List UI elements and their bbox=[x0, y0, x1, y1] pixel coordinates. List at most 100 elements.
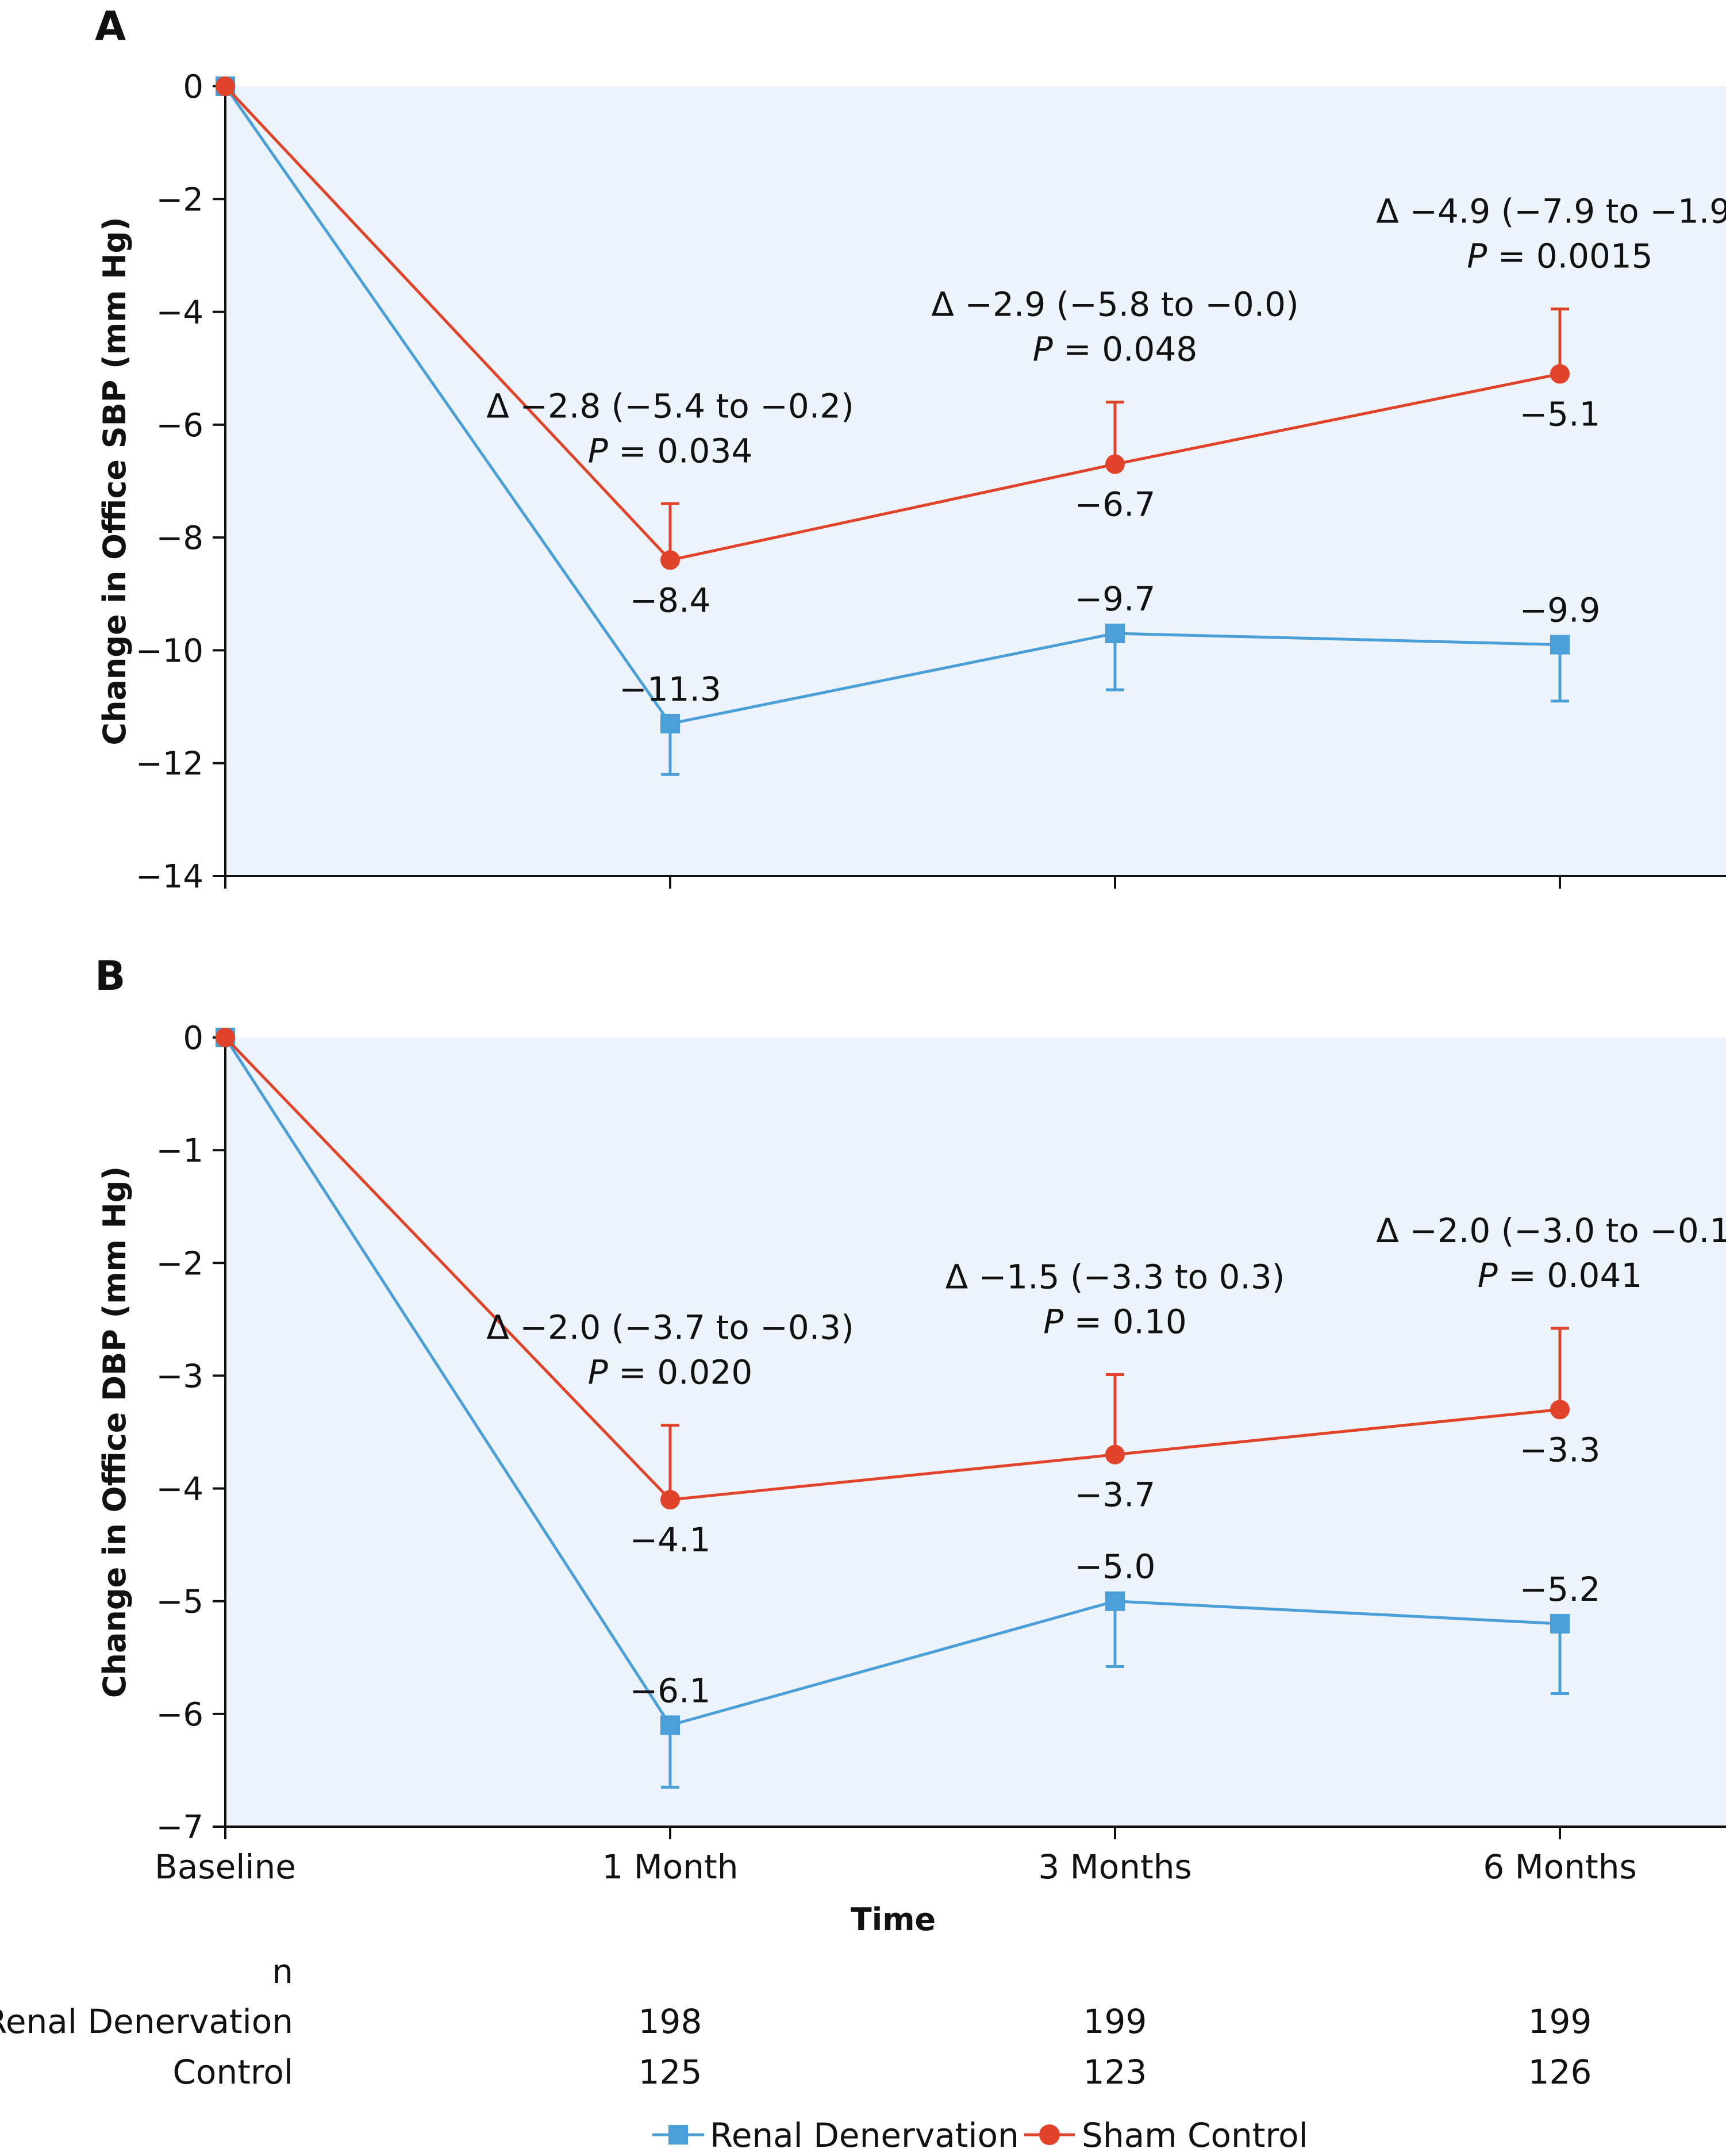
y-tick-label: −10 bbox=[136, 632, 203, 670]
data-point-circle bbox=[1105, 454, 1125, 474]
y-tick-label: −12 bbox=[136, 745, 203, 783]
series-sham-control: −4.1 −3.7 −3.3 bbox=[216, 1028, 1600, 1559]
n-table-header: n bbox=[272, 1952, 293, 1991]
series-line bbox=[224, 85, 1560, 725]
y-axis-title: Change in Office SBP (mm Hg) bbox=[97, 217, 133, 745]
data-label: −9.7 bbox=[1075, 579, 1156, 618]
y-tick-label: −8 bbox=[156, 520, 203, 557]
data-label: −5.0 bbox=[1075, 1547, 1156, 1586]
p-value-annotation: P = 0.0015 bbox=[1467, 237, 1652, 276]
legend-circle-marker-icon bbox=[1039, 2124, 1060, 2145]
data-point-circle bbox=[1550, 1400, 1570, 1420]
plot-background bbox=[225, 1037, 1726, 1827]
data-label: −3.3 bbox=[1520, 1430, 1601, 1469]
y-tick-label: 0 bbox=[183, 1020, 203, 1057]
data-point-square bbox=[1550, 1613, 1570, 1634]
data-point-square bbox=[660, 714, 680, 734]
delta-annotation: Δ −2.9 (−5.8 to −0.0) bbox=[931, 285, 1298, 324]
plot-background bbox=[225, 86, 1726, 876]
p-value: = 0.0015 bbox=[1487, 237, 1652, 276]
series-sham-control: −8.4 −6.7 −5.1 bbox=[216, 76, 1600, 620]
data-point-circle bbox=[660, 550, 680, 570]
p-symbol: P bbox=[1043, 1302, 1063, 1341]
data-label: −3.7 bbox=[1075, 1475, 1156, 1515]
n-row-value: 198 bbox=[639, 2002, 702, 2041]
series-renal-denervation: −6.1 −5.0 −5.2 bbox=[216, 1028, 1601, 1789]
p-value: = 0.041 bbox=[1498, 1256, 1643, 1295]
legend: Renal Denervation Sham Control bbox=[652, 2116, 1308, 2155]
y-tick-label: −3 bbox=[156, 1358, 203, 1395]
data-label: −8.4 bbox=[630, 581, 711, 620]
x-tick-label: 3 Months bbox=[1038, 1847, 1191, 1886]
data-point-circle bbox=[216, 1028, 235, 1047]
legend-label: Sham Control bbox=[1082, 2116, 1308, 2155]
p-symbol: P bbox=[1033, 330, 1053, 369]
data-label: −6.7 bbox=[1075, 485, 1156, 524]
y-tick-label: 0 bbox=[183, 68, 203, 106]
x-tick-label: 1 Month bbox=[602, 1847, 738, 1886]
data-label: −5.1 bbox=[1520, 395, 1601, 434]
data-point-square bbox=[1550, 635, 1570, 655]
data-point-square bbox=[1105, 1591, 1125, 1611]
p-value-annotation: P = 0.034 bbox=[588, 431, 753, 470]
y-axis-title: Change in Office DBP (mm Hg) bbox=[97, 1166, 133, 1698]
p-value-annotation: P = 0.041 bbox=[1478, 1256, 1643, 1295]
annotation: Δ −2.0 (−3.0 to −0.1) P = 0.041 bbox=[1376, 1211, 1726, 1295]
series-line bbox=[224, 1036, 1560, 1727]
n-row-value: 126 bbox=[1528, 2053, 1592, 2092]
p-value: = 0.10 bbox=[1063, 1302, 1187, 1341]
series-line bbox=[224, 85, 1560, 562]
delta-annotation: Δ −2.0 (−3.0 to −0.1) bbox=[1376, 1211, 1726, 1250]
annotation: Δ −2.9 (−5.8 to −0.0) P = 0.048 bbox=[931, 285, 1298, 369]
panel-b: B 0 −1 −2 −3 −4 −5 −6 −7 Change in Office DBP (mm… bbox=[95, 952, 1726, 1846]
x-tick-labels: Baseline 1 Month 3 Months 6 Months bbox=[155, 1847, 1637, 1886]
data-point-circle bbox=[1105, 1444, 1125, 1465]
delta-annotation: Δ −1.5 (−3.3 to 0.3) bbox=[945, 1257, 1285, 1296]
x-tick-label: Baseline bbox=[155, 1847, 296, 1886]
panel-label: A bbox=[95, 3, 126, 50]
y-tick-label: −1 bbox=[156, 1132, 203, 1170]
legend-item-sham-control: Sham Control bbox=[1024, 2116, 1308, 2155]
y-tick-label: −4 bbox=[156, 1471, 203, 1508]
series-line bbox=[224, 1036, 1560, 1501]
y-tick-label: −7 bbox=[156, 1809, 203, 1846]
p-symbol: P bbox=[1467, 237, 1487, 276]
x-tick-label: 6 Months bbox=[1483, 1847, 1636, 1886]
series-renal-denervation: −11.3 −9.7 −9.9 bbox=[216, 76, 1601, 776]
p-value-annotation: P = 0.10 bbox=[1043, 1302, 1187, 1341]
data-label: −6.1 bbox=[630, 1671, 711, 1710]
y-tick-label: −2 bbox=[156, 1245, 203, 1282]
data-label: −5.2 bbox=[1520, 1570, 1601, 1609]
panel-label: B bbox=[95, 952, 125, 1000]
y-tick-label: −6 bbox=[156, 1696, 203, 1734]
annotation: Δ −2.8 (−5.4 to −0.2) P = 0.034 bbox=[486, 386, 854, 470]
n-row-value: 123 bbox=[1083, 2053, 1147, 2092]
n-row-value: 199 bbox=[1083, 2002, 1147, 2041]
data-label: −9.9 bbox=[1520, 591, 1601, 630]
n-row-label: Renal Denervation bbox=[0, 2002, 293, 2041]
p-symbol: P bbox=[1478, 1256, 1498, 1295]
y-tick-label: −14 bbox=[136, 858, 203, 896]
p-value-annotation: P = 0.020 bbox=[588, 1353, 753, 1392]
data-point-circle bbox=[1550, 364, 1570, 384]
data-point-circle bbox=[660, 1490, 680, 1510]
data-point-circle bbox=[216, 76, 235, 96]
annotation: Δ −4.9 (−7.9 to −1.9) P = 0.0015 bbox=[1376, 192, 1726, 276]
p-value: = 0.020 bbox=[608, 1353, 753, 1392]
p-symbol: P bbox=[588, 1353, 608, 1392]
y-tick-label: −6 bbox=[156, 407, 203, 444]
n-table: n Renal Denervation 198 199 199 Control … bbox=[0, 1952, 1592, 2092]
annotation: Δ −2.0 (−3.7 to −0.3) P = 0.020 bbox=[486, 1308, 854, 1392]
panel-a: A 0 −2 −4 −6 −8 −10 −12 −14 Change in Office SBP … bbox=[95, 3, 1726, 896]
n-row-value: 199 bbox=[1528, 2002, 1592, 2041]
legend-label: Renal Denervation bbox=[710, 2116, 1019, 2155]
data-label: −4.1 bbox=[630, 1520, 711, 1559]
p-value: = 0.034 bbox=[608, 431, 753, 470]
y-tick-label: −5 bbox=[156, 1584, 203, 1621]
y-tick-label: −4 bbox=[156, 294, 203, 332]
delta-annotation: Δ −2.0 (−3.7 to −0.3) bbox=[486, 1308, 854, 1347]
annotation: Δ −1.5 (−3.3 to 0.3) P = 0.10 bbox=[945, 1257, 1285, 1341]
legend-item-renal-denervation: Renal Denervation bbox=[652, 2116, 1019, 2155]
delta-annotation: Δ −2.8 (−5.4 to −0.2) bbox=[486, 386, 854, 425]
